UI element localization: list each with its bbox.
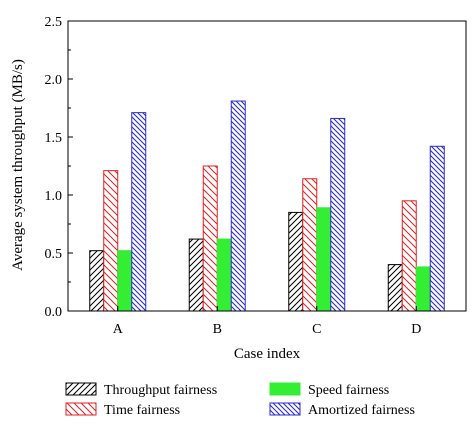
x-tick-label: C [312,322,321,337]
bar-amortized-fairness-a [131,112,147,312]
bar-time-fairness-d [401,200,417,312]
legend: Throughput fairness Time fairness Speed fa… [65,382,415,418]
bar-throughput-fairness-c [288,211,304,312]
bar-speed-fairness-b [216,238,232,312]
bar-throughput-fairness-b [188,238,204,312]
y-tick-label: 2.0 [45,73,63,88]
y-tick-label: 1.0 [45,189,63,204]
y-tick-label: 2.5 [45,15,63,30]
x-axis-title: Case index [234,346,301,362]
legend-label: Speed fairness [308,383,389,398]
y-tick-label: 1.5 [45,131,63,146]
plot-area [89,100,445,312]
bar-time-fairness-b [202,165,218,312]
legend-label: Time fairness [104,403,180,418]
bar-throughput-fairness-a [89,250,105,312]
x-tick-label: A [113,322,124,337]
legend-label: Amortized fairness [308,403,415,418]
bar-amortized-fairness-b [230,100,246,312]
bar-speed-fairness-d [415,266,431,312]
y-tick-label: 0.5 [45,247,63,262]
axes: 0.0 0.5 1.0 1.5 2.0 2.5 A B C D [45,15,467,337]
y-tick-label: 0.0 [45,305,63,320]
legend-swatch-speed-fairness [269,382,301,396]
bar-time-fairness-a [103,170,119,312]
bar-amortized-fairness-c [330,117,346,312]
legend-swatch-time-fairness [65,402,97,416]
legend-swatch-throughput-fairness [65,382,97,396]
bar-time-fairness-c [302,178,318,312]
y-axis-title: Average system throughput (MB/s) [10,59,26,271]
legend-swatch-amortized-fairness [269,402,301,416]
bar-throughput-fairness-d [387,264,403,312]
bar-speed-fairness-c [316,207,332,312]
bar-speed-fairness-a [117,250,133,312]
legend-label: Throughput fairness [104,383,217,398]
x-tick-label: B [213,322,222,337]
bar-amortized-fairness-d [429,145,445,312]
x-tick-label: D [411,322,421,337]
